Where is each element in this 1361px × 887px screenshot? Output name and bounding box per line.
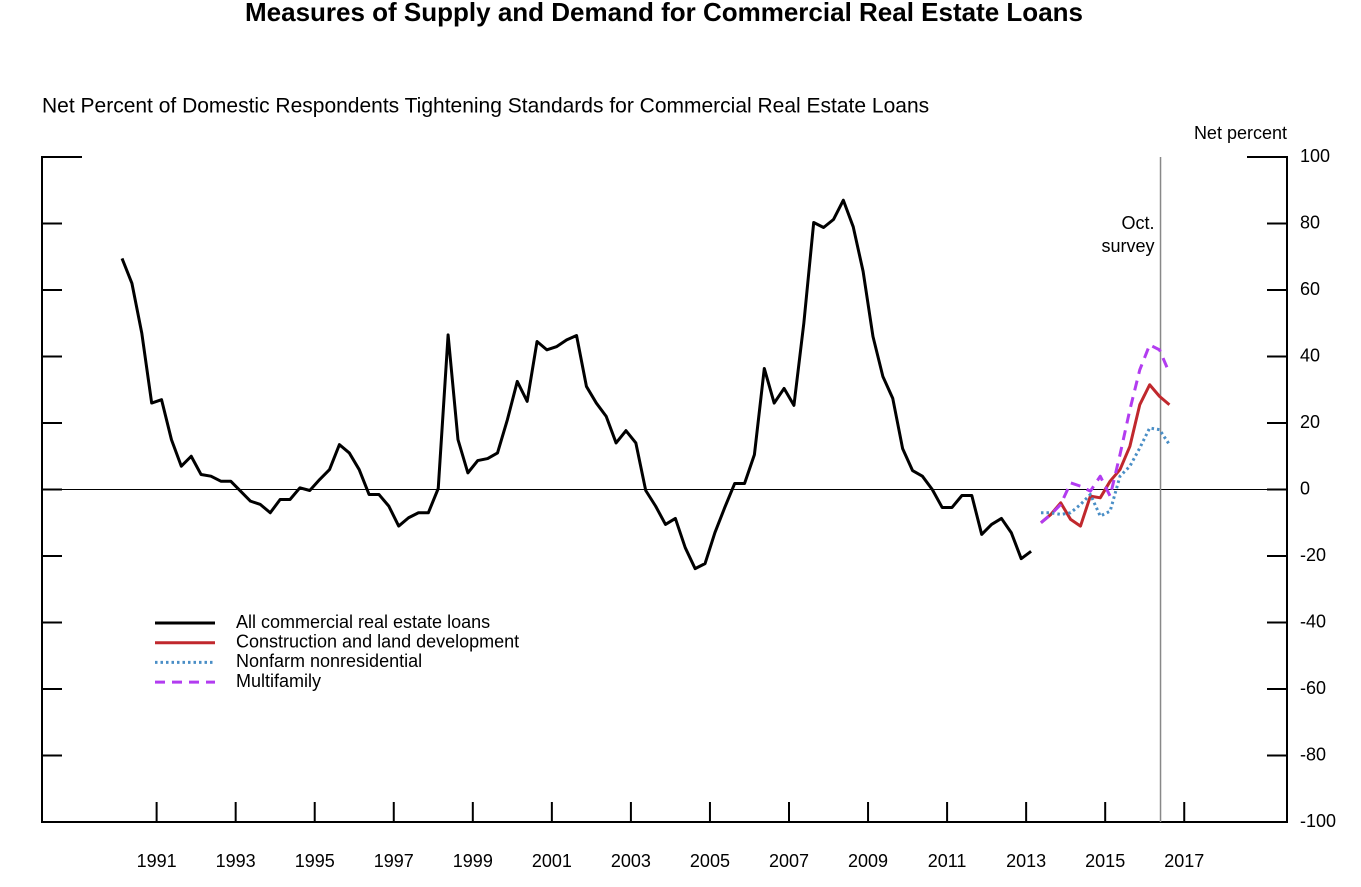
y-tick-label: -100	[1300, 811, 1336, 831]
chart-subtitle: Net Percent of Domestic Respondents Tigh…	[42, 95, 929, 118]
y-tick-label: -40	[1300, 611, 1326, 631]
series-line	[120, 198, 1032, 571]
x-tick-label: 2007	[769, 851, 809, 871]
x-tick-label: 2009	[848, 851, 888, 871]
x-tick-label: 2015	[1085, 851, 1125, 871]
chart-title: Measures of Supply and Demand for Commer…	[245, 0, 1083, 27]
x-tick-label: 1999	[453, 851, 493, 871]
x-tick-label: 2005	[690, 851, 730, 871]
y-tick-label: 0	[1300, 478, 1310, 498]
legend-label: Multifamily	[236, 671, 321, 691]
x-tick-label: 1993	[216, 851, 256, 871]
y-axis-label: Net percent	[1194, 123, 1287, 143]
legend-label: Nonfarm nonresidential	[236, 651, 422, 671]
y-tick-label: 100	[1300, 146, 1330, 166]
y-tick-label: -20	[1300, 545, 1326, 565]
x-tick-label: 2003	[611, 851, 651, 871]
y-tick-label: -80	[1300, 744, 1326, 764]
x-tick-label: 1995	[295, 851, 335, 871]
x-tick-label: 1991	[137, 851, 177, 871]
y-tick-label: 60	[1300, 279, 1320, 299]
x-tick-label: 2017	[1164, 851, 1204, 871]
annotation-text: Oct.	[1122, 213, 1155, 233]
x-tick-label: 2011	[928, 851, 967, 871]
y-tick-label: 80	[1300, 212, 1320, 232]
x-tick-label: 2013	[1006, 851, 1046, 871]
annotation-text: survey	[1102, 236, 1155, 256]
y-tick-label: 20	[1300, 412, 1320, 432]
y-tick-label: 40	[1300, 345, 1320, 365]
legend-label: All commercial real estate loans	[236, 612, 490, 632]
legend-label: Construction and land development	[236, 631, 519, 651]
series-line	[1039, 343, 1171, 524]
y-tick-label: -60	[1300, 678, 1326, 698]
x-tick-label: 2001	[532, 851, 572, 871]
x-tick-label: 1997	[374, 851, 414, 871]
